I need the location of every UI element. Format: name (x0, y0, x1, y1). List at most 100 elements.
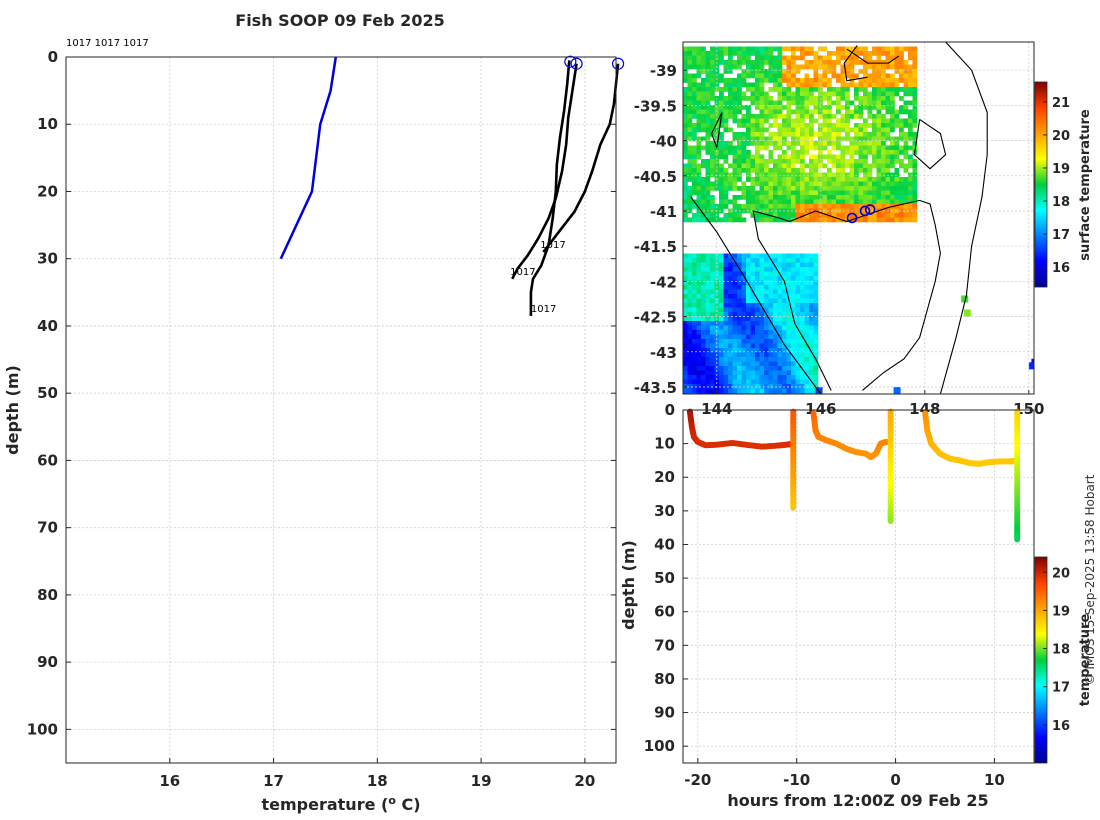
sst-pixel (705, 109, 711, 115)
sst-pixel (687, 172, 693, 178)
sst-pixel (804, 186, 810, 191)
sst-pixel (768, 64, 774, 70)
sst-pixel (732, 312, 738, 317)
sst-pixel (728, 55, 733, 61)
sst-pixel (867, 82, 873, 88)
sst-pixel (728, 51, 733, 56)
sst-pixel (764, 69, 769, 74)
sst-pixel (723, 361, 729, 367)
sst-pixel (849, 172, 855, 178)
sst-pixel (858, 96, 864, 101)
sst-pixel (885, 168, 891, 173)
sst-pixel (782, 132, 787, 137)
sst-pixel (845, 96, 850, 101)
sst-pixel (912, 136, 918, 142)
sst-pixel (687, 285, 693, 290)
sst-pixel (737, 100, 742, 106)
climatology-line (279, 56, 338, 260)
sst-pixel (741, 105, 747, 110)
sst-pixel (773, 384, 778, 389)
sst-pixel (867, 114, 873, 119)
sst-pixel (822, 217, 828, 223)
sst-pixel (759, 262, 765, 268)
sst-pixel (692, 285, 697, 290)
sst-pixel (701, 348, 706, 353)
sst-pixel (728, 339, 733, 344)
sst-pixel (786, 370, 792, 376)
sst-pixel (840, 127, 846, 133)
sst-pixel (764, 285, 769, 290)
sst-pixel (804, 172, 810, 178)
sst-pixel (809, 366, 814, 371)
sst-pixel (755, 262, 760, 268)
sst-pixel (881, 186, 886, 191)
sst-pixel (741, 321, 747, 326)
sst-pixel (764, 262, 769, 268)
sst-pixel (705, 388, 711, 394)
sst-pixel (687, 379, 693, 385)
sst-pixel (750, 316, 756, 322)
sst-pixel (800, 357, 805, 362)
sst-pixel (876, 51, 882, 56)
profile-line-3 (542, 63, 620, 253)
sst-pixel (908, 118, 913, 124)
sst-pixel (908, 177, 913, 182)
sst-pixel (777, 60, 783, 65)
sst-pixel (800, 46, 805, 52)
sst-pixel (737, 60, 742, 65)
sst-pixel (732, 114, 738, 119)
sst-pixel (899, 69, 904, 74)
sst-pixel (723, 141, 729, 146)
victoria-coast (846, 48, 900, 64)
sst-pixel (710, 253, 715, 259)
sst-pixel (786, 303, 792, 308)
timeseries-ytick-label: 10 (654, 435, 675, 453)
sst-pixel (696, 69, 702, 74)
sst-pixel (746, 271, 751, 277)
sst-pixel (858, 177, 864, 182)
sst-pixel (710, 361, 715, 367)
sst-pixel (845, 91, 850, 97)
sst-pixel (768, 361, 774, 367)
sst-pixel (876, 141, 882, 146)
sst-pixel (737, 307, 742, 313)
sst-pixel (764, 352, 769, 358)
sst-pixel (818, 195, 823, 200)
sst-pixel (728, 370, 733, 376)
sst-pixel (777, 321, 783, 326)
sst-pixel (813, 267, 819, 272)
sst-pixel (705, 145, 711, 151)
sst-pixel (773, 217, 778, 223)
sst-pixel (728, 172, 733, 178)
sst-pixel (840, 136, 846, 142)
sst-pixel (773, 195, 778, 200)
sst-pixel (732, 316, 738, 322)
sst-pixel (737, 258, 742, 263)
sst-pixel (786, 321, 792, 326)
sst-pixel (723, 375, 729, 380)
sst-pixel (746, 118, 751, 124)
sst-pixel (912, 213, 918, 218)
sst-pixel (795, 64, 801, 70)
sst-pixel (876, 172, 882, 178)
sst-pixel (719, 172, 724, 178)
sst-pixel (692, 312, 697, 317)
sst-pixel (804, 96, 810, 101)
sst-pixel (683, 150, 688, 155)
sst-pixel (687, 105, 693, 110)
sst-pixel (827, 109, 832, 115)
sst-pixel (705, 325, 711, 331)
sst-pixel (732, 172, 738, 178)
sst-pixel (777, 132, 783, 137)
sst-pixel (732, 168, 738, 173)
sst-pixel (759, 298, 765, 304)
sst-pixel (764, 289, 769, 295)
sst-pixel (836, 145, 841, 151)
sst-pixel (885, 132, 891, 137)
sst-pixel (692, 96, 697, 101)
sst-pixel (723, 100, 729, 106)
sst-pixel (710, 330, 715, 335)
sst-pixel (840, 181, 846, 187)
sst-pixel (705, 213, 711, 218)
sst-pixel (840, 96, 846, 101)
